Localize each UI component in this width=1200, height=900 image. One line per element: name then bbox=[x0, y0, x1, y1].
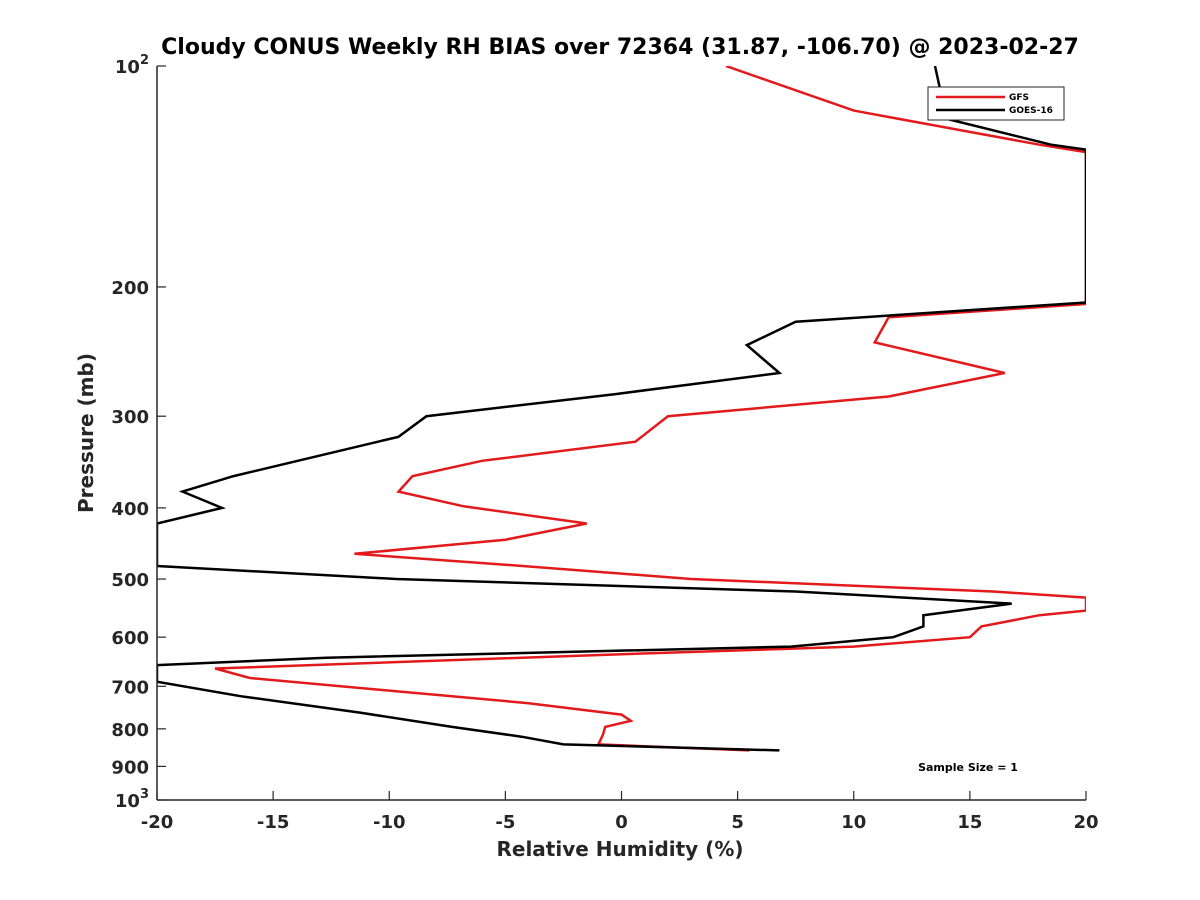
x-tick-label: -15 bbox=[257, 812, 290, 833]
y-tick-label: 200 bbox=[111, 278, 149, 299]
x-tick-label: 0 bbox=[615, 812, 628, 833]
x-tick-label: 10 bbox=[841, 812, 866, 833]
x-axis-label: Relative Humidity (%) bbox=[496, 837, 743, 861]
x-tick-label: -10 bbox=[373, 812, 406, 833]
y-tick-label: 102 bbox=[115, 53, 149, 78]
y-tick-label: 500 bbox=[111, 570, 149, 591]
y-axis-label: Pressure (mb) bbox=[74, 353, 98, 513]
y-tick-label: 800 bbox=[111, 720, 149, 741]
plot-lines bbox=[157, 66, 1086, 752]
x-tick-label: -20 bbox=[141, 812, 174, 833]
series-line-0 bbox=[214, 66, 1086, 752]
y-tick-label: 900 bbox=[111, 757, 149, 778]
y-tick-label: 400 bbox=[111, 499, 149, 520]
ticks: -20 -15 -10 -5 0 5 10 15 20 102 200 300 400 500 600 700… bbox=[111, 53, 1098, 833]
y-tick-label: 300 bbox=[111, 407, 149, 428]
x-tick-label: 5 bbox=[731, 812, 744, 833]
x-tick-label: -5 bbox=[495, 812, 515, 833]
legend-box bbox=[927, 86, 1065, 121]
x-tick-label: 20 bbox=[1073, 812, 1098, 833]
legend-label-1: GOES-16 bbox=[1009, 106, 1053, 116]
y-tick-label: 600 bbox=[111, 628, 149, 649]
series-line-1 bbox=[157, 66, 1086, 752]
legend-label-0: GFS bbox=[1009, 93, 1029, 103]
legend: GFS GOES-16 bbox=[927, 86, 1065, 121]
y-tick-label: 700 bbox=[111, 677, 149, 698]
x-tick-label: 15 bbox=[957, 812, 982, 833]
sample-size-annotation: Sample Size = 1 bbox=[918, 761, 1018, 774]
y-tick-label: 103 bbox=[115, 787, 149, 812]
chart-title: Cloudy CONUS Weekly RH BIAS over 72364 (… bbox=[161, 35, 1079, 60]
